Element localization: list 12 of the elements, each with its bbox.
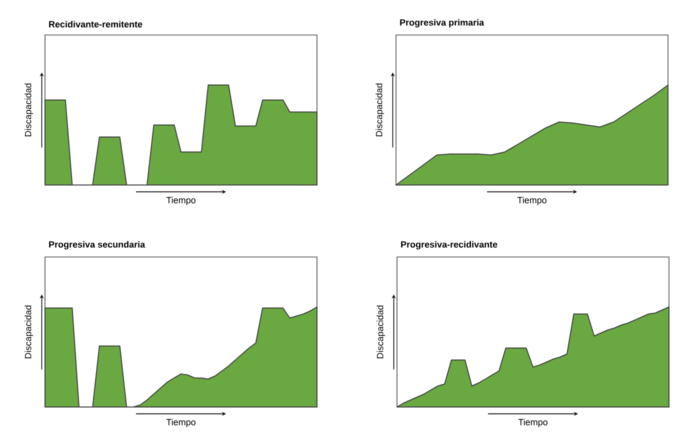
x-axis-title: Tiempo xyxy=(518,418,548,428)
chart-title: Recidivante-remitente xyxy=(49,20,142,28)
y-axis-title: Discapacidad xyxy=(24,84,34,136)
y-axis-title: Discapacidad xyxy=(376,84,384,136)
x-axis-title: Tiempo xyxy=(166,418,196,428)
chart-title: Progresiva primaria xyxy=(400,19,484,28)
chart-title: Progresiva secundaria xyxy=(49,241,146,250)
x-axis-title: Tiempo xyxy=(517,196,546,206)
x-axis-title: Tiempo xyxy=(166,196,196,206)
y-axis-title: Discapacidad xyxy=(376,306,386,358)
chart-title: Progresiva-recidivante xyxy=(401,241,498,250)
y-axis-title: Discapacidad xyxy=(24,306,34,358)
